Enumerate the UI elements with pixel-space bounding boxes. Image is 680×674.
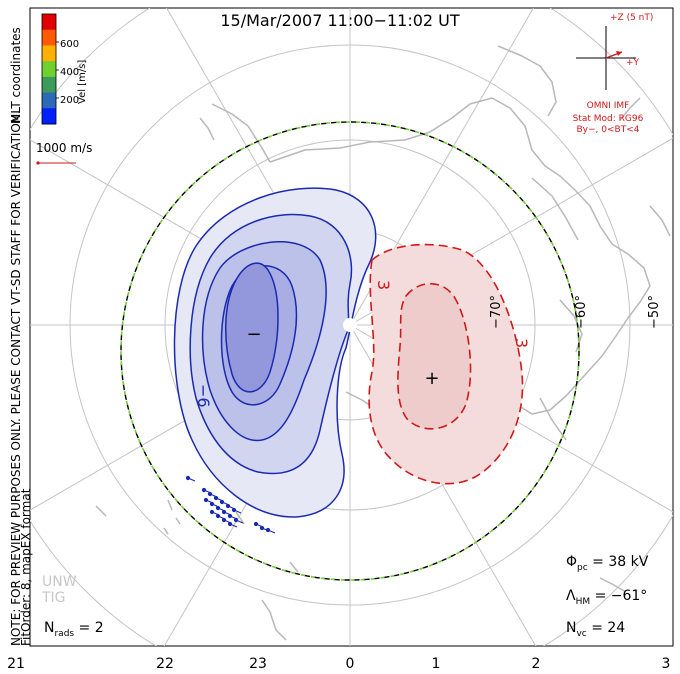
velocity-vector-origin xyxy=(259,525,265,531)
velocity-vector-origin xyxy=(215,505,221,511)
colorbar-swatch xyxy=(42,45,56,62)
colorbar-label: Vel [m/s] xyxy=(77,60,88,104)
hm-boundary xyxy=(120,121,580,581)
lat-label-60: −60° xyxy=(574,295,589,329)
nrads-stat: Nrads = 2 xyxy=(44,620,104,639)
positive-cell xyxy=(368,243,524,485)
fit-order-note: FitOrder: 8, mapEX format xyxy=(19,488,33,646)
velocity-vector-origin xyxy=(231,507,237,513)
velocity-vector-origin xyxy=(209,501,215,507)
imf-condition: By−, 0<BT<4 xyxy=(577,125,640,135)
velocity-vector-origin xyxy=(221,517,227,523)
positive-contour-label-2: 3 xyxy=(512,338,531,348)
velocity-vector-origin xyxy=(225,503,231,509)
imf-clock xyxy=(576,26,636,90)
positive-contour-label-1: 3 xyxy=(374,280,393,290)
land-outline xyxy=(95,45,671,641)
imf-z-label: +Z (5 nT) xyxy=(610,13,653,23)
colorbar-swatch xyxy=(42,108,56,125)
mlt-label-1: 1 xyxy=(432,656,441,672)
mlt-label-2: 2 xyxy=(532,656,541,672)
velocity-vector-origin xyxy=(219,499,225,505)
velocity-vector-origin xyxy=(185,475,191,481)
colorbar-tick-600: 600 xyxy=(60,39,79,50)
imf-model: Stat Mod: RG96 xyxy=(573,114,644,124)
negative-cell-marker: − xyxy=(246,324,261,345)
preview-note: NOTE: FOR PREVIEW PURPOSES ONLY. PLEASE … xyxy=(9,110,23,646)
velocity-vectors xyxy=(185,475,276,534)
colorbar-border xyxy=(41,13,57,125)
lat-label-70: −70° xyxy=(489,295,504,329)
velocity-vector-origin xyxy=(253,521,259,527)
colorbar-tick-400: 400 xyxy=(60,67,79,78)
velocity-vector-origin xyxy=(203,497,209,503)
negative-contour-5 xyxy=(225,262,279,393)
pole-marker xyxy=(343,318,357,332)
velocity-vector-origin xyxy=(265,527,271,533)
velocity-vector-origin xyxy=(213,495,219,501)
mlt-label-3: 3 xyxy=(662,656,671,672)
negative-contour-label: −6 xyxy=(194,384,213,408)
imf-source: OMNI IMF xyxy=(587,101,630,111)
reference-vector-origin xyxy=(36,161,40,165)
lat-label-50: −50° xyxy=(647,295,662,329)
positive-contour-2 xyxy=(397,282,472,430)
velocity-vector-origin xyxy=(227,521,233,527)
colorbar-swatch xyxy=(42,61,56,78)
mlt-label-23: 23 xyxy=(249,656,267,672)
lambda-hm-stat: ΛHM = −61° xyxy=(566,588,647,607)
imf-y-label: +Y xyxy=(626,58,640,68)
colorbar-swatch xyxy=(42,29,56,46)
watermark-line-1: UNW xyxy=(42,574,77,590)
reference-vector-label: 1000 m/s xyxy=(36,141,92,155)
velocity-vector-origin xyxy=(209,509,215,515)
velocity-vector-origin xyxy=(201,487,207,493)
map-title: 15/Mar/2007 11:00−11:02 UT xyxy=(220,11,460,30)
colorbar-swatch xyxy=(42,14,56,31)
colorbar-swatch xyxy=(42,92,56,109)
phi-pc-stat: Φpc = 38 kV xyxy=(566,554,649,573)
negative-cell xyxy=(173,187,377,518)
mlt-label-22: 22 xyxy=(156,656,174,672)
nvc-stat: Nvc = 24 xyxy=(566,620,625,639)
velocity-vector-origin xyxy=(215,513,221,519)
watermark-line-2: TIG xyxy=(41,590,66,606)
velocity-vector-origin xyxy=(207,491,213,497)
velocity-vector-origin xyxy=(233,517,239,523)
velocity-vector-origin xyxy=(221,509,227,515)
colorbar-tick-200: 200 xyxy=(60,95,79,106)
velocity-colorbar xyxy=(41,13,59,125)
mlt-label-0: 0 xyxy=(346,656,355,672)
velocity-vector-origin xyxy=(227,513,233,519)
coordinates-label: MLT coordinates xyxy=(9,27,23,124)
positive-cell-marker: + xyxy=(424,368,439,389)
colorbar-swatch xyxy=(42,76,56,94)
mlt-label-21: 21 xyxy=(7,656,25,672)
